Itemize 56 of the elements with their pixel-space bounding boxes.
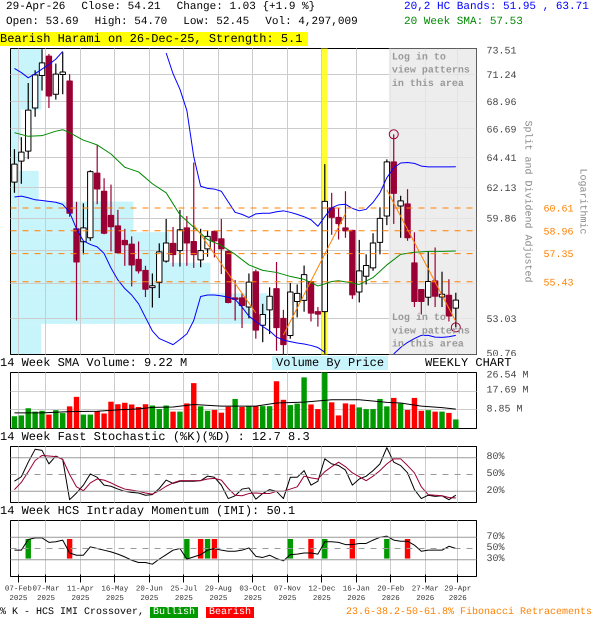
annotation: Log in to view patterns in this area bbox=[392, 312, 470, 350]
candlestick bbox=[197, 228, 204, 268]
chart-title: 14 Week SMA Volume: 9.22 M bbox=[0, 356, 188, 370]
text: 20,2 HC Bands: 51.95 , 63.71 bbox=[404, 0, 589, 15]
text: Logarithmic bbox=[576, 168, 588, 235]
text: 29-Apr-26 bbox=[6, 1, 66, 13]
candlestick bbox=[18, 136, 25, 184]
text: 23.6-38.2-50-61.8% Fibonacci Retracements bbox=[346, 606, 592, 620]
y-tick-label: 30% bbox=[486, 554, 505, 566]
text: Open: 53.69 bbox=[6, 16, 79, 28]
text: 20 Week SMA: 57.53 bbox=[404, 15, 523, 30]
ref-line-label: 60.61 bbox=[544, 204, 574, 216]
y-tick-label: 73.51 bbox=[486, 46, 517, 58]
candlestick bbox=[94, 144, 100, 205]
y-tick-label: 80% bbox=[486, 452, 505, 464]
line-series bbox=[14, 536, 456, 565]
text: Bullish bbox=[150, 607, 198, 618]
y-tick-label: 53.03 bbox=[486, 314, 517, 326]
text: Vol: 4,297,009 bbox=[265, 16, 358, 28]
line-series bbox=[14, 399, 456, 414]
y-axis-title: Split and Dividend Adjusted bbox=[522, 120, 534, 283]
text: High: 54.70 bbox=[94, 16, 168, 28]
text: Low: 52.45 bbox=[183, 16, 250, 28]
candlestick bbox=[446, 278, 452, 322]
text: WEEKLY CHART bbox=[425, 356, 512, 370]
ref-line-label: 55.43 bbox=[544, 278, 574, 290]
chart-title: Bearish Harami on 26-Dec-25, Strength: 5.1 bbox=[0, 32, 308, 46]
chart-title: 14 Week Fast Stochastic (%K)(%D) : 12.7 8.3 bbox=[0, 430, 310, 444]
candlestick bbox=[176, 209, 184, 268]
line-series bbox=[14, 454, 456, 499]
y-tick-label: 20% bbox=[486, 486, 505, 497]
chart-title: 14 Week HCS Intraday Momentum (IMI): 50.1 bbox=[0, 504, 296, 518]
y-tick-label: 50% bbox=[486, 469, 505, 480]
text: Close: 54.21 bbox=[81, 1, 161, 13]
y-tick-label: 62.13 bbox=[486, 184, 517, 195]
candlestick bbox=[266, 286, 273, 335]
text: Volume By Price bbox=[272, 356, 388, 370]
y-tick-label: 59.86 bbox=[486, 214, 517, 226]
text: Change: 1.03 {+1.9 %} bbox=[176, 1, 316, 13]
ref-line-label: 57.35 bbox=[544, 250, 574, 262]
y-tick-label: 17.69 M bbox=[486, 386, 529, 397]
y-tick-label: 66.69 bbox=[486, 125, 517, 136]
y-tick-label: 68.96 bbox=[486, 98, 517, 109]
candlestick bbox=[170, 226, 176, 268]
text: Bearish bbox=[206, 607, 254, 618]
ref-line-label: 58.96 bbox=[544, 227, 574, 238]
candlestick bbox=[397, 195, 404, 238]
y-tick-label: 50% bbox=[486, 543, 505, 554]
candlestick bbox=[425, 250, 432, 306]
y-tick-label: 64.41 bbox=[486, 154, 517, 166]
y-tick-label: 71.24 bbox=[486, 70, 517, 82]
y-tick-label: 26.54 M bbox=[486, 370, 529, 382]
annotation: Log in to view patterns in this area bbox=[392, 52, 470, 90]
y-tick-label: 8.85 M bbox=[486, 404, 523, 416]
legend-title: % K - HCS IMI Crossover, bbox=[0, 607, 144, 618]
y-tick-label: 70% bbox=[486, 532, 505, 543]
